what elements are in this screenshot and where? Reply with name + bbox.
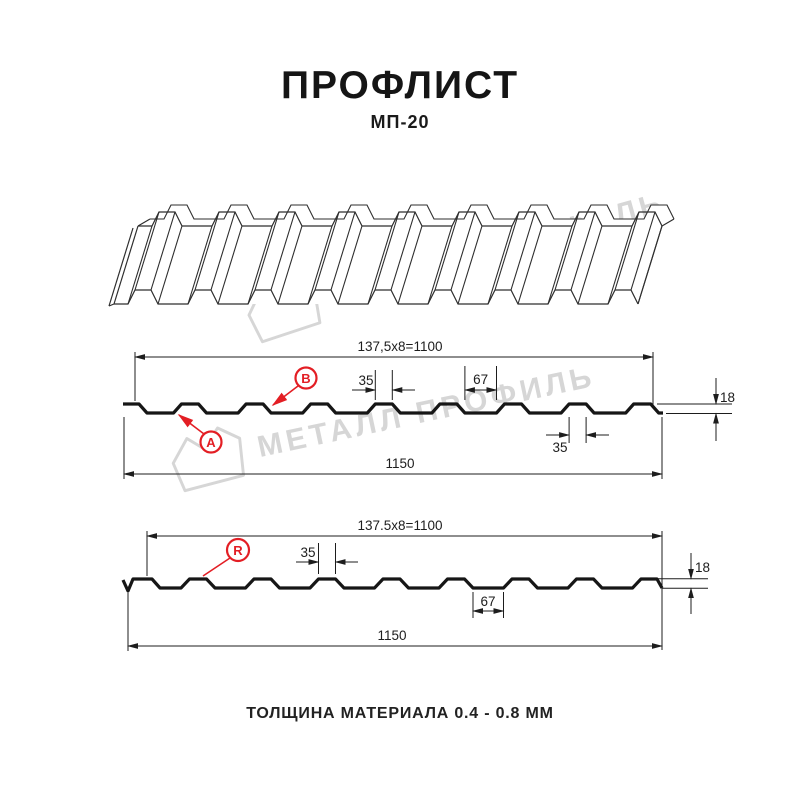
metall-profil-logo-icon [171,426,245,493]
dim-rib-top-2: 35 [300,545,315,560]
dim-height-2: 18 [695,560,710,575]
profile-2-outline [121,577,664,593]
callout-r: R [202,537,251,577]
material-thickness-note: ТОЛЩИНА МАТЕРИАЛА 0.4 - 0.8 ММ [246,705,554,722]
dim-rib-top-1: 35 [358,373,373,388]
profile-section-1: 137,5x8=1100 35 67 18 35 1150 A B [123,339,735,479]
callout-b: B [271,366,318,406]
callout-r-label: R [233,543,243,558]
sheet-3d-view [108,204,675,307]
callout-a-label: A [206,435,216,450]
callout-b-label: B [301,371,310,386]
profile-1-outline [123,402,663,415]
profile-section-2: 137.5x8=1100 35 67 18 1150 R [121,518,710,651]
watermark-middle: МЕТАЛЛ ПРОФИЛЬ [164,346,602,497]
dim-working-width-1: 137,5x8=1100 [358,339,443,354]
profile-model: МП-20 [370,112,430,132]
dim-overall-2: 1150 [377,628,406,643]
dim-rib-top-bottom-1: 35 [552,440,567,455]
dim-rib-base-1: 67 [473,372,488,387]
dim-overall-1: 1150 [385,456,414,471]
callout-a: A [177,414,223,454]
dim-height-1: 18 [720,390,735,405]
dim-working-width-2: 137.5x8=1100 [358,518,443,533]
page-title: ПРОФЛИСТ [280,64,520,107]
dim-valley-2: 67 [480,594,495,609]
